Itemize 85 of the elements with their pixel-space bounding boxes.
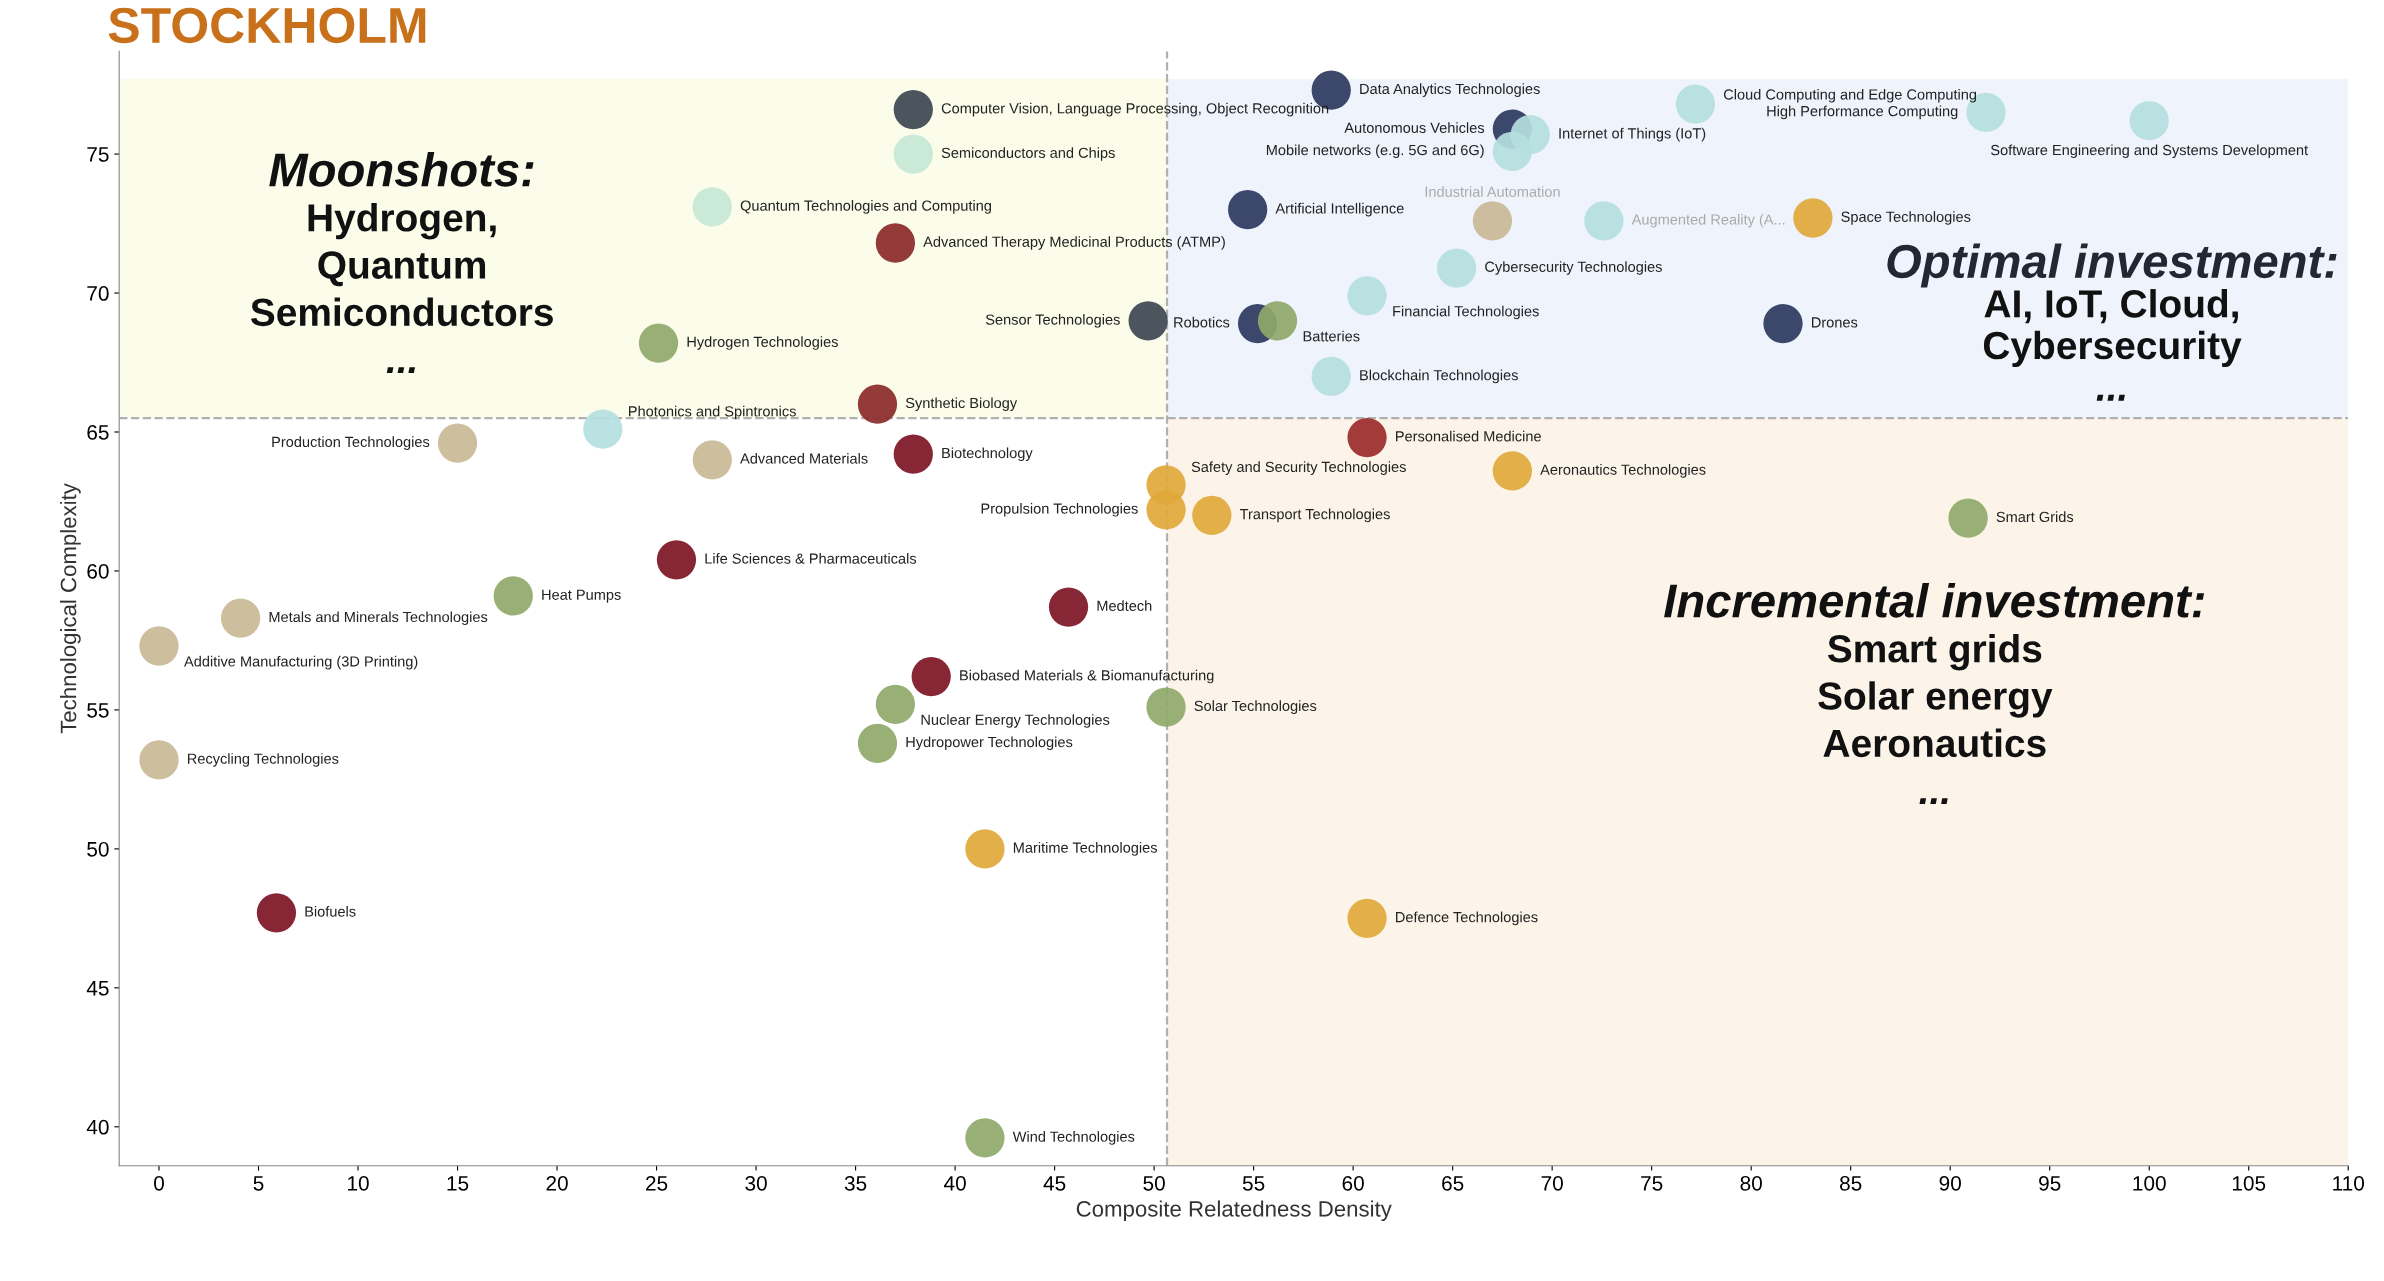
y-tick-label: 70 xyxy=(87,286,109,301)
x-tick-label: 50 xyxy=(1143,1175,1165,1191)
annotation: Blockchain Technologies xyxy=(1360,369,1518,384)
annotation: Maritime Technologies xyxy=(1013,842,1158,856)
annotation: Transport Technologies xyxy=(1239,508,1390,523)
annotation: Mobile networks (e.g. 5G and 6G) xyxy=(1266,144,1484,159)
annotation: Cloud Computing and Edge Computing xyxy=(1723,88,1977,103)
annotation: Advanced Materials xyxy=(740,452,868,464)
annotation: Batteries xyxy=(1303,330,1360,342)
annotation: Propulsion Technologies xyxy=(981,503,1138,517)
annotation: Biobased Materials & Biomanufacturing xyxy=(960,669,1214,684)
annotation: Metals and Minerals Technologies xyxy=(269,611,488,625)
annotation: Data Analytics Technologies xyxy=(1360,83,1540,97)
annotation: Robotics xyxy=(1174,316,1230,328)
x-tick-label: 65 xyxy=(1442,1175,1464,1191)
x-tick-label: 30 xyxy=(745,1175,767,1191)
annotation: Sensor Technologies xyxy=(985,314,1120,328)
x-tick-label: 60 xyxy=(1342,1175,1364,1191)
x-tick-label: 80 xyxy=(1740,1175,1762,1191)
y-tick-label: 75 xyxy=(87,147,109,162)
annotation: Quantum Technologies and Computing xyxy=(740,200,991,214)
x-tick-label: 105 xyxy=(2232,1175,2266,1191)
annotation: Nuclear Energy Technologies xyxy=(921,714,1110,728)
annotation: Safety and Security Technologies xyxy=(1191,461,1406,475)
annotation: Biofuels xyxy=(305,906,356,917)
annotation: Wind Technologies xyxy=(1012,1131,1135,1145)
x-tick-label: 5 xyxy=(253,1176,264,1191)
annotation: Biotechnology xyxy=(942,447,1033,462)
x-tick-label: 25 xyxy=(646,1175,668,1191)
annotation: Defence Technologies xyxy=(1396,911,1538,926)
annotation: High Performance Computing xyxy=(1767,105,1958,120)
annotation: Semiconductors and Chips xyxy=(941,147,1115,161)
x-tick-label: 40 xyxy=(943,1175,966,1191)
annotation: Artificial Intelligence xyxy=(1275,202,1404,217)
y-tick-label: 60 xyxy=(87,563,109,579)
x-tick-label: 85 xyxy=(1840,1175,1862,1191)
x-tick-label: 0 xyxy=(154,1175,164,1191)
band-label: Moonshots: Hydrogen, Quantum Semiconductors ... xyxy=(250,151,553,374)
annotation: Advanced Therapy Medicinal Products (ATMP) xyxy=(923,236,1225,250)
band-label: Optimal investment: AI, IoT, Cloud, Cybersecurity ... xyxy=(1887,243,2337,401)
annotation: Augmented Reality (A... xyxy=(1631,213,1785,228)
x-tick-label: 20 xyxy=(546,1175,568,1191)
annotation: Smart Grids xyxy=(1996,511,2074,523)
annotation: Solar Technologies xyxy=(1194,700,1317,714)
x-tick-label: 35 xyxy=(844,1175,867,1191)
annotation: Drones xyxy=(1811,317,1858,328)
annotation: Heat Pumps xyxy=(542,589,621,603)
y-tick-label: 50 xyxy=(87,841,109,857)
x-tick-label: 15 xyxy=(447,1176,469,1191)
x-tick-label: 75 xyxy=(1641,1176,1663,1191)
x-tick-label: 95 xyxy=(2039,1175,2061,1191)
annotation: Space Technologies xyxy=(1841,211,1971,225)
x-tick-label: 90 xyxy=(1939,1175,1961,1191)
chart-title: STOCKHOLM xyxy=(108,7,426,44)
x-axis-title: Composite Relatedness Density xyxy=(1076,1200,1392,1222)
y-tick-label: 40 xyxy=(86,1119,109,1135)
annotation: Recycling Technologies xyxy=(187,753,339,767)
x-tick-label: 110 xyxy=(2333,1175,2365,1191)
annotation: Life Sciences & Pharmaceuticals xyxy=(705,553,917,564)
x-tick-label: 10 xyxy=(348,1175,369,1191)
annotation: Hydropower Technologies xyxy=(906,736,1073,751)
annotation: Personalised Medicine xyxy=(1396,430,1541,442)
y-tick-label: 55 xyxy=(87,703,109,718)
x-tick-label: 100 xyxy=(2133,1175,2166,1191)
y-tick-label: 45 xyxy=(86,981,109,996)
annotation: Cybersecurity Technologies xyxy=(1485,261,1662,275)
x-tick-label: 70 xyxy=(1541,1175,1563,1191)
annotation: Internet of Things (IoT) xyxy=(1559,127,1706,142)
annotation: Hydrogen Technologies xyxy=(687,336,838,350)
annotation: Computer Vision, Language Processing, Object Recognition xyxy=(941,102,1329,117)
annotation: Photonics and Spintronics xyxy=(629,405,796,420)
annotation: Aeronautics Technologies xyxy=(1540,464,1706,478)
y-axis-title: Technological Complexity xyxy=(60,483,81,734)
annotation: Synthetic Biology xyxy=(905,397,1018,411)
x-tick-label: 45 xyxy=(1043,1176,1066,1191)
annotation: Industrial Automation xyxy=(1425,186,1560,197)
y-tick-label: 65 xyxy=(87,425,109,440)
annotation: Financial Technologies xyxy=(1393,305,1539,320)
annotation: Additive Manufacturing (3D Printing) xyxy=(184,655,418,670)
x-tick-label: 55 xyxy=(1242,1176,1265,1191)
annotation: Production Technologies xyxy=(272,436,430,450)
annotation: Autonomous Vehicles xyxy=(1344,122,1485,133)
annotation: Software Engineering and Systems Development xyxy=(1991,144,2308,159)
annotation: Medtech xyxy=(1097,600,1152,611)
band-label: Incremental investment: Smart grids Solar energy Aeronautics ... xyxy=(1664,582,2205,805)
